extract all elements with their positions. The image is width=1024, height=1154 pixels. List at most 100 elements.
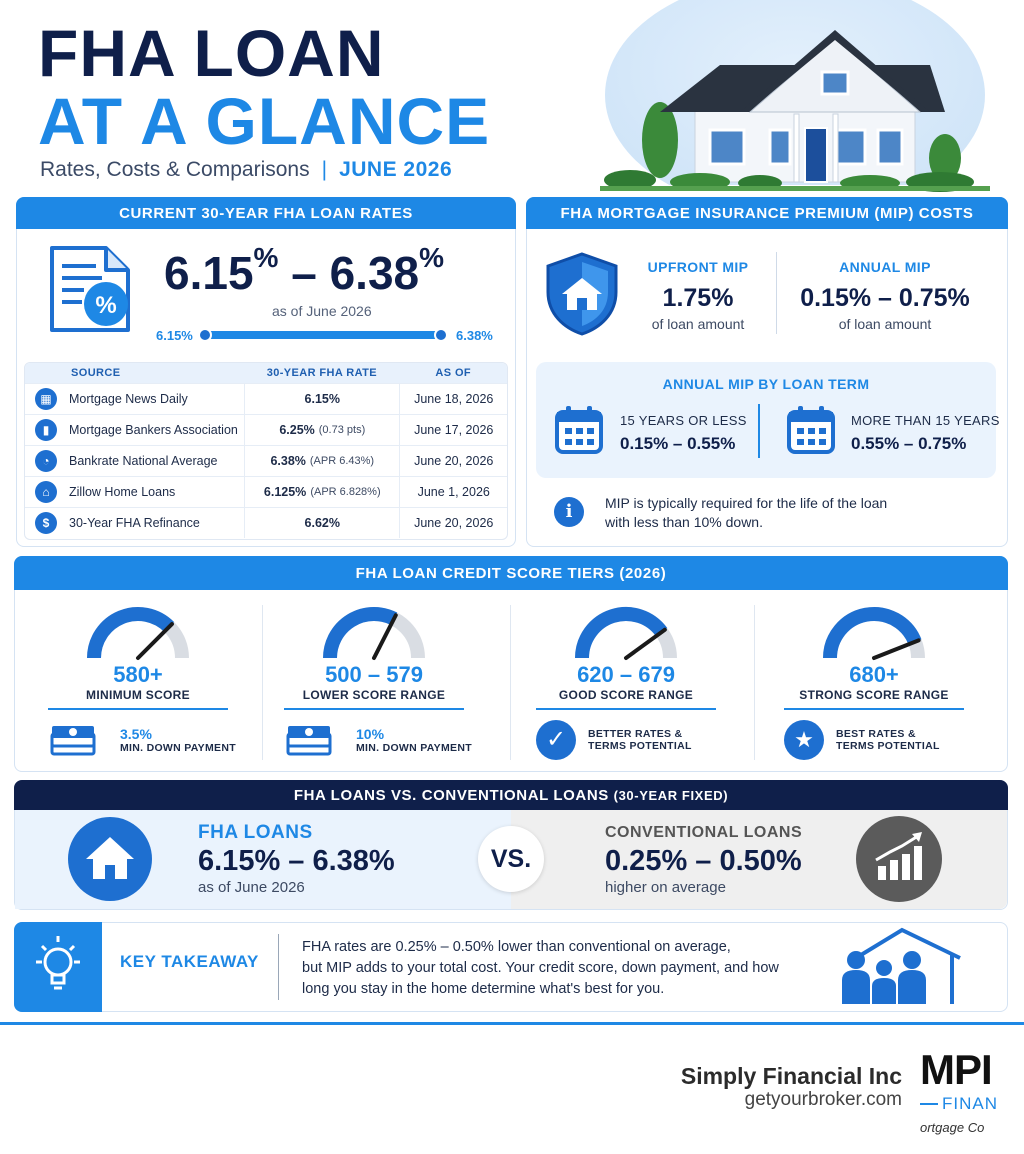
gauge-needle xyxy=(872,638,921,660)
credit-tier: 680+ STRONG SCORE RANGE ★ BEST RATES & T… xyxy=(754,600,994,760)
conv-title: CONVENTIONAL LOANS xyxy=(605,824,803,841)
footer-rule xyxy=(0,1022,1024,1025)
logo-sub-text: FINAN xyxy=(942,1094,998,1113)
tier-divider xyxy=(262,605,263,760)
fha-value: 6.15% – 6.38% xyxy=(198,845,395,877)
mip-band: FHA MORTGAGE INSURANCE PREMIUM (MIP) COS… xyxy=(526,197,1008,229)
annual-mip-label: ANNUAL MIP xyxy=(839,259,931,275)
gauge-icon xyxy=(87,607,189,660)
logo-tag: ortgage Co xyxy=(920,1120,985,1135)
shield-house-icon xyxy=(546,252,618,336)
takeaway-divider xyxy=(278,934,279,1000)
gauge-needle xyxy=(372,613,398,660)
range-slider xyxy=(204,331,442,339)
subtitle-text: Rates, Costs & Comparisons xyxy=(40,158,310,181)
tier-label: LOWER SCORE RANGE xyxy=(302,688,446,702)
tier-footer-top: BETTER RATES & xyxy=(588,728,683,740)
growth-chart-glyph xyxy=(875,832,922,880)
row-source: Mortgage Bankers Association xyxy=(69,423,238,437)
gauge-needle xyxy=(624,627,667,660)
tier-label: STRONG SCORE RANGE xyxy=(799,688,949,702)
row-note: (APR 6.828%) xyxy=(310,486,381,498)
dollar-icon: $ xyxy=(35,512,57,534)
gauge-fill xyxy=(575,607,668,659)
row-as-of: June 20, 2026 xyxy=(399,508,507,538)
rate-low: 6.15 xyxy=(164,247,254,299)
house-illustration xyxy=(600,0,990,195)
gauge-fill xyxy=(323,607,398,659)
title-line-1: FHA LOAN xyxy=(38,16,385,90)
mip-term-title: ANNUAL MIP BY LOAN TERM xyxy=(662,376,870,392)
credit-tier: 580+ MINIMUM SCORE 3.5% MIN. DOWN PAYMEN… xyxy=(18,600,258,760)
term2-label: MORE THAN 15 YEARS xyxy=(851,413,1000,428)
mip-term-panel xyxy=(536,362,996,478)
lightbulb-panel xyxy=(14,922,102,1012)
tier-footer-bottom: TERMS POTENTIAL xyxy=(588,740,692,752)
house-icon xyxy=(68,817,152,901)
row-as-of: June 1, 2026 xyxy=(399,477,507,507)
annual-mip-value: 0.15% – 0.75% xyxy=(800,284,970,312)
growth-chart-icon xyxy=(856,816,942,902)
tier-footer: 10% MIN. DOWN PAYMENT xyxy=(284,720,484,760)
calendar-icon: ▦ xyxy=(35,388,57,410)
mip-note-line-2: with less than 10% down. xyxy=(605,514,763,530)
row-rate: 6.125% xyxy=(263,485,307,499)
tier-footer-top: BEST RATES & xyxy=(836,728,916,740)
term2-value: 0.55% – 0.75% xyxy=(851,434,967,453)
term-divider xyxy=(758,404,760,458)
house-icon: ⌂ xyxy=(35,481,57,503)
rates-table: SOURCE 30-YEAR FHA RATE AS OF ▦ Mortgage … xyxy=(24,362,508,540)
tier-divider-line xyxy=(784,708,964,710)
tier-footer-bottom: MIN. DOWN PAYMENT xyxy=(120,742,236,754)
gauge-fill xyxy=(87,607,175,659)
mpi-logo: MPI FINAN ortgage Co xyxy=(920,1048,1024,1138)
conv-value: 0.25% – 0.50% xyxy=(605,845,802,877)
tier-label: MINIMUM SCORE xyxy=(86,688,190,702)
takeaway-line-1: FHA rates are 0.25% – 0.50% lower than c… xyxy=(302,939,731,955)
slider-low-label: 6.15% xyxy=(156,328,193,343)
logo-rule xyxy=(920,1103,938,1105)
gauge-icon xyxy=(575,607,677,660)
row-as-of: June 17, 2026 xyxy=(399,415,507,445)
tier-score: 620 – 679 xyxy=(577,662,675,687)
mip-note-line-1: MIP is typically required for the life o… xyxy=(605,495,888,511)
slider-knob-high xyxy=(434,328,448,342)
row-source: Bankrate National Average xyxy=(69,454,218,468)
tier-score: 680+ xyxy=(849,662,899,687)
term1-label: 15 YEARS OR LESS xyxy=(620,413,747,428)
row-as-of: June 20, 2026 xyxy=(399,446,507,476)
takeaway-label: KEY TAKEAWAY xyxy=(120,952,259,971)
calendar-icon xyxy=(787,406,835,454)
row-rate: 6.38% xyxy=(270,454,306,468)
tier-divider xyxy=(510,605,511,760)
gauge-icon xyxy=(823,607,925,660)
row-as-of: June 18, 2026 xyxy=(399,384,507,414)
compare-band: FHA LOANS VS. CONVENTIONAL LOANS (30-YEA… xyxy=(14,780,1008,810)
logo-sub: FINAN xyxy=(920,1094,1024,1114)
document-percent-icon: % xyxy=(50,246,130,332)
takeaway-text: FHA rates are 0.25% – 0.50% lower than c… xyxy=(302,937,779,1000)
tier-footer: 3.5% MIN. DOWN PAYMENT xyxy=(48,720,248,760)
header-rate: 30-YEAR FHA RATE xyxy=(266,367,377,379)
tier-footer-top: 3.5% xyxy=(120,726,152,742)
table-row: $30-Year FHA Refinance 6.62% June 20, 20… xyxy=(25,507,507,538)
rate-dash: – xyxy=(291,247,317,299)
row-rate: 6.15% xyxy=(304,392,340,406)
takeaway-line-3: long you stay in the home determine what… xyxy=(302,981,665,997)
company-name: Simply Financial Inc xyxy=(680,1063,902,1089)
table-row: ▦ Mortgage News Daily 6.15% June 18, 2026 xyxy=(25,383,507,414)
term1-value: 0.15% – 0.55% xyxy=(620,434,736,453)
company-site: getyourbroker.com xyxy=(744,1089,902,1110)
house-glyph xyxy=(86,837,134,879)
compare-band-main: FHA LOANS VS. CONVENTIONAL LOANS xyxy=(293,786,609,804)
row-rate: 6.25% xyxy=(279,423,315,437)
slider-high-label: 6.38% xyxy=(456,328,493,343)
cash-stack-icon xyxy=(50,726,96,756)
calendar-icon xyxy=(555,406,603,454)
rates-as-of: as of June 2026 xyxy=(272,303,372,319)
rate-high-percent: % xyxy=(419,242,445,273)
logo-text: MPI xyxy=(920,1048,993,1093)
subtitle: Rates, Costs & Comparisons | JUNE 2026 xyxy=(40,157,452,183)
tier-footer: ★ BEST RATES & TERMS POTENTIAL xyxy=(784,720,984,760)
tier-score: 580+ xyxy=(113,662,163,687)
